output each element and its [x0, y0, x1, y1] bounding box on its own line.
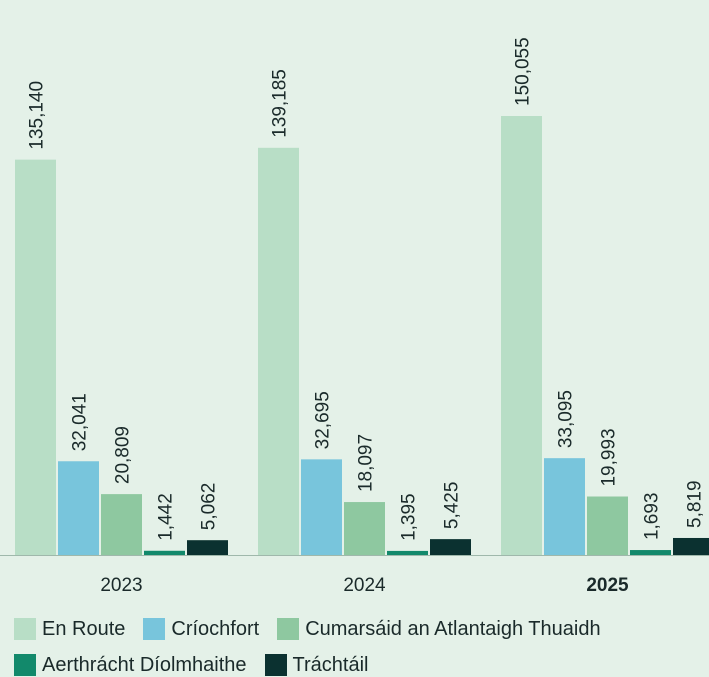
value-label: 1,395: [399, 493, 420, 541]
legend-label: Tráchtáil: [292, 653, 369, 676]
legend-swatch: [14, 618, 36, 640]
value-label: 20,809: [113, 426, 134, 484]
legend: En Route Críochfort Cumarsáid an Atlantaig…: [14, 617, 709, 677]
x-tick-label: 2023: [100, 575, 142, 596]
value-label: 139,185: [270, 69, 291, 138]
bar: [344, 502, 385, 555]
bar: [430, 539, 471, 555]
bar: [544, 458, 585, 555]
value-label: 1,693: [642, 493, 663, 541]
value-label: 150,055: [513, 37, 534, 106]
value-label: 5,425: [442, 482, 463, 530]
bar: [587, 496, 628, 555]
legend-item: Tráchtáil: [264, 653, 369, 677]
legend-swatch: [14, 654, 36, 676]
legend-item: Cumarsáid an Atlantaigh Thuaidh: [277, 617, 601, 641]
value-label: 1,442: [156, 493, 177, 541]
bar: [15, 159, 56, 555]
bar: [630, 550, 671, 555]
value-label: 19,993: [599, 428, 620, 486]
x-tick-label: 2025: [586, 575, 629, 596]
value-label: 5,062: [199, 483, 220, 531]
bar: [673, 537, 709, 555]
chart: 135,140 32,041 20,809 1,442 5,062 2023 139,185…: [0, 37, 709, 596]
legend-label: Críochfort: [171, 617, 260, 640]
legend-label: Cumarsáid an Atlantaigh Thuaidh: [305, 617, 601, 640]
bar: [187, 540, 228, 555]
value-label: 18,097: [356, 434, 377, 492]
bar: [501, 116, 542, 555]
x-tick-label: 2024: [343, 575, 386, 596]
legend-label: En Route: [42, 617, 126, 640]
legend-swatch: [264, 654, 287, 676]
legend-swatch: [277, 618, 300, 640]
bar: [144, 550, 185, 555]
bar: [101, 494, 142, 555]
legend-item: Críochfort: [143, 617, 259, 641]
legend-label: Aerthrácht Díolmhaithe: [42, 653, 247, 676]
value-label: 5,819: [685, 480, 706, 528]
bar: [258, 147, 299, 555]
legend-swatch: [143, 618, 166, 640]
value-label: 33,095: [556, 390, 577, 448]
value-label: 32,041: [70, 393, 91, 451]
bar: [301, 459, 342, 555]
value-label: 32,695: [313, 391, 334, 449]
value-label: 135,140: [27, 81, 48, 150]
bar: [58, 461, 99, 555]
legend-item: En Route: [14, 617, 125, 641]
bar: [387, 550, 428, 555]
legend-item: Aerthrácht Díolmhaithe: [14, 653, 247, 677]
